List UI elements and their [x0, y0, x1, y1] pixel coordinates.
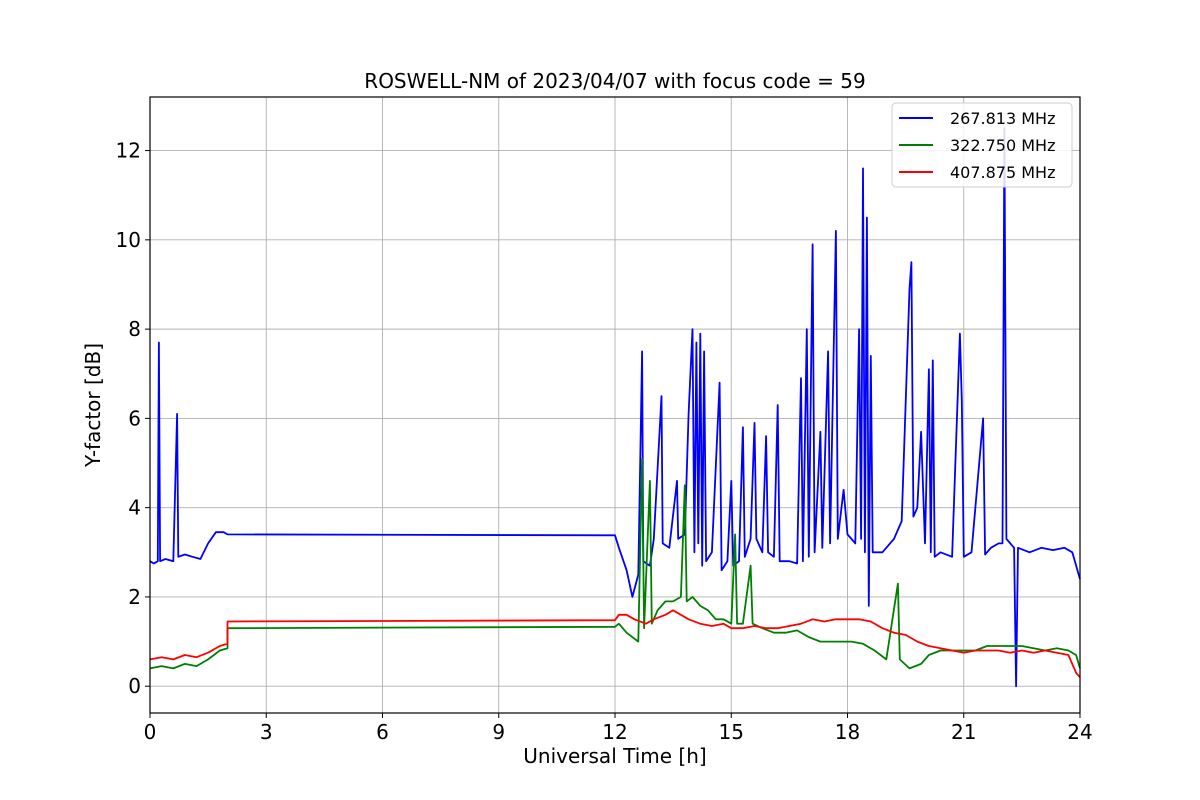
- series-lines: [149, 127, 1081, 688]
- legend-label-3: 407.875 MHz: [950, 163, 1055, 182]
- y-tick-label: 0: [128, 674, 141, 698]
- y-tick-label: 12: [116, 139, 141, 163]
- y-axis-label: Y-factor [dB]: [81, 343, 105, 468]
- x-axis-label: Universal Time [h]: [523, 744, 706, 768]
- y-tick-label: 2: [128, 585, 141, 609]
- series-line-2: [149, 457, 1081, 670]
- legend-box: [891, 102, 1073, 188]
- x-tick-label: 0: [144, 720, 157, 744]
- y-tick-label: 4: [128, 496, 141, 520]
- x-tick-label: 9: [492, 720, 505, 744]
- x-tick-label: 24: [1067, 720, 1092, 744]
- legend-label-1: 267.813 MHz: [950, 109, 1055, 128]
- x-tick-label: 6: [376, 720, 389, 744]
- x-tick-label: 15: [719, 720, 744, 744]
- chart-title: ROSWELL-NM of 2023/04/07 with focus code…: [364, 69, 865, 93]
- y-tick-label: 10: [116, 228, 141, 252]
- x-tick-label: 12: [602, 720, 627, 744]
- y-tick-label: 6: [128, 406, 141, 430]
- series-line-1: [149, 127, 1081, 688]
- y-tick-label: 8: [128, 317, 141, 341]
- x-tick-label: 3: [260, 720, 273, 744]
- legend-label-2: 322.750 MHz: [950, 136, 1055, 155]
- x-tick-label: 18: [835, 720, 860, 744]
- series-line-3: [149, 609, 1081, 678]
- legend: 267.813 MHz 322.750 MHz 407.875 MHz: [891, 102, 1073, 188]
- x-tick-label: 21: [951, 720, 976, 744]
